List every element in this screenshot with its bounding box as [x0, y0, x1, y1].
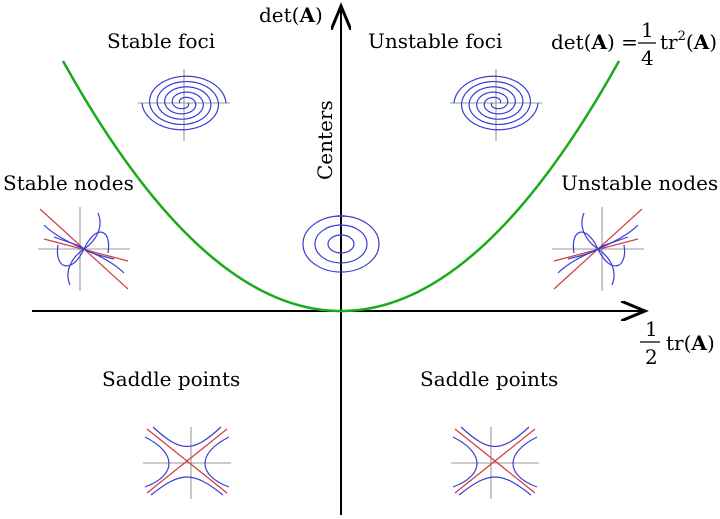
parabola-curve — [61, 60, 621, 313]
stable-focus-portrait — [138, 69, 230, 141]
svg-text:1: 1 — [641, 18, 654, 42]
svg-text:det(A) =: det(A) = — [551, 30, 638, 54]
unstable-focus-portrait — [450, 69, 542, 141]
label-unstable-foci: Unstable foci — [368, 29, 502, 53]
center-portrait — [302, 215, 380, 273]
svg-text:2: 2 — [645, 345, 658, 369]
label-centers: Centers — [313, 100, 337, 180]
saddle-portrait-right — [451, 426, 539, 499]
curve-equation: det(A) = 1 4 tr2(A) — [551, 18, 717, 70]
x-axis-label: 1 2 tr(A) — [640, 317, 715, 369]
svg-text:tr2(A): tr2(A) — [660, 29, 717, 54]
label-unstable-nodes: Unstable nodes — [561, 171, 718, 195]
svg-text:tr(A): tr(A) — [666, 331, 715, 355]
label-saddle-right: Saddle points — [420, 367, 558, 391]
label-stable-foci: Stable foci — [107, 29, 215, 53]
stable-node-portrait — [38, 207, 130, 291]
y-axis-label: det(A) — [259, 3, 323, 27]
saddle-portrait-left — [143, 426, 231, 499]
svg-text:1: 1 — [645, 317, 658, 341]
label-saddle-left: Saddle points — [102, 367, 240, 391]
label-stable-nodes: Stable nodes — [3, 171, 134, 195]
svg-text:4: 4 — [641, 46, 654, 70]
unstable-node-portrait — [552, 207, 644, 291]
